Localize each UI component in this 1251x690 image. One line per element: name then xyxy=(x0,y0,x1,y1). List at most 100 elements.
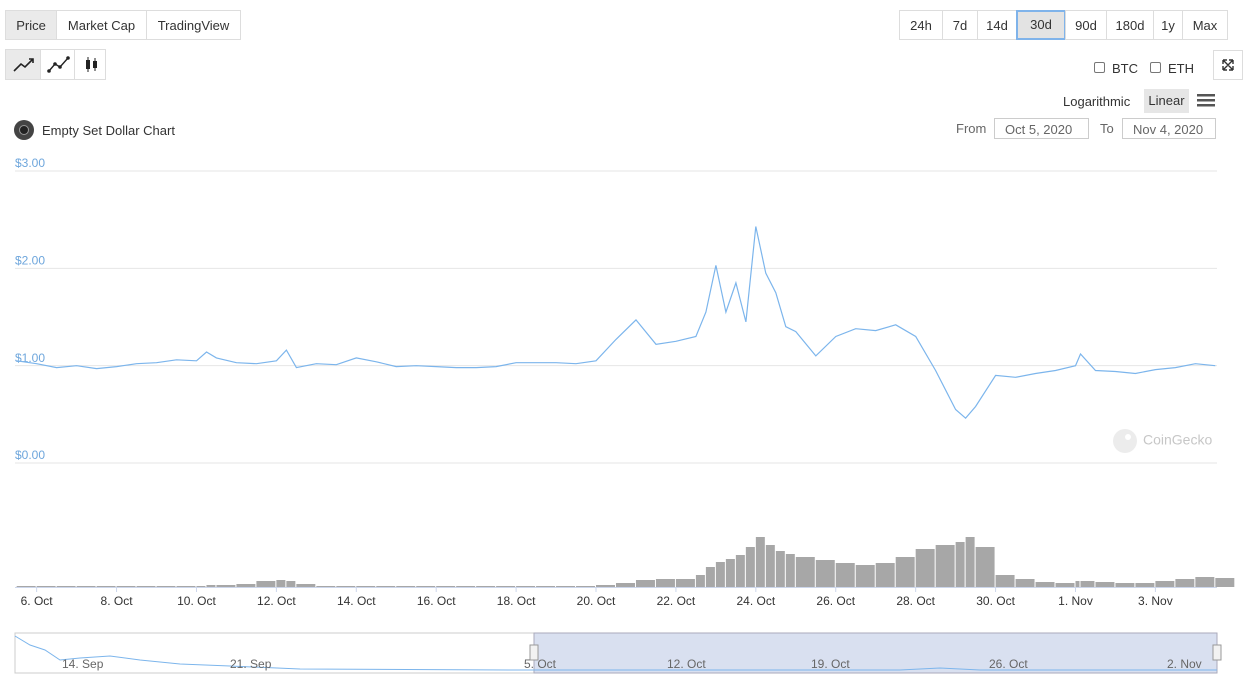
range-button[interactable]: 30d xyxy=(1016,10,1066,40)
volume-bar xyxy=(456,586,476,587)
coin-icon xyxy=(14,120,34,140)
icon xyxy=(1222,59,1234,71)
navigator-label: 26. Oct xyxy=(989,657,1028,671)
navigator-selection[interactable] xyxy=(533,632,1218,674)
volume-bar xyxy=(206,585,216,587)
volume-bar xyxy=(675,579,695,587)
x-tick-label: 26. Oct xyxy=(816,594,855,608)
volume-bar xyxy=(196,586,206,587)
y-tick-label: $0.00 xyxy=(15,448,45,462)
volume-bar xyxy=(895,557,915,587)
to-input[interactable]: Nov 4, 2020 xyxy=(1122,118,1216,139)
range-button[interactable]: 7d xyxy=(942,10,978,40)
volume-bar xyxy=(795,557,815,587)
marker-type-button[interactable] xyxy=(40,50,75,79)
volume-bar xyxy=(1155,581,1175,587)
icon xyxy=(86,57,97,72)
from-input[interactable]: Oct 5, 2020 xyxy=(994,118,1089,139)
range-button[interactable]: 90d xyxy=(1065,10,1107,40)
navigator-label: 2. Nov xyxy=(1167,657,1202,671)
volume-bar xyxy=(436,586,456,587)
x-tick-label: 30. Oct xyxy=(976,594,1015,608)
volume-bar xyxy=(1135,583,1155,587)
volume-bar xyxy=(616,583,635,587)
volume-bar xyxy=(596,585,615,587)
volume-bar xyxy=(1035,582,1055,587)
candle-type-button[interactable] xyxy=(74,50,107,79)
volume-bar xyxy=(1115,583,1135,587)
volume-bar xyxy=(1075,581,1080,587)
volume-bar xyxy=(635,580,655,587)
price-line xyxy=(16,226,1216,420)
navigator-label: 5. Oct xyxy=(524,657,557,671)
volume-bar xyxy=(516,586,536,587)
volume-bar xyxy=(96,586,116,587)
volume-bar xyxy=(536,586,556,587)
x-tick-label: 20. Oct xyxy=(577,594,616,608)
fullscreen-button[interactable] xyxy=(1213,50,1243,80)
volume-bar xyxy=(56,586,76,587)
checkbox-label: ETH xyxy=(1168,61,1194,76)
volume-bar xyxy=(236,584,256,587)
navigator-handle[interactable] xyxy=(1212,644,1222,661)
volume-bar xyxy=(995,575,1015,587)
volume-bar xyxy=(156,586,176,587)
x-tick-label: 6. Oct xyxy=(21,594,54,608)
scale-option[interactable]: Logarithmic xyxy=(1063,94,1131,109)
volume-bar xyxy=(705,567,715,587)
volume-bar xyxy=(935,545,955,587)
x-tick-label: 22. Oct xyxy=(657,594,696,608)
line-type-button[interactable] xyxy=(6,50,40,79)
tab[interactable]: Price xyxy=(5,10,57,40)
navigator-label: 21. Sep xyxy=(230,657,272,671)
tab[interactable]: TradingView xyxy=(146,10,241,40)
volume-bar xyxy=(316,586,336,587)
volume-bar xyxy=(76,586,96,587)
volume-bar xyxy=(556,586,576,587)
y-tick-label: $2.00 xyxy=(15,254,45,268)
range-button[interactable]: 180d xyxy=(1106,10,1154,40)
scale-option[interactable]: Linear xyxy=(1144,89,1189,113)
volume-bar xyxy=(286,581,296,587)
volume-bar xyxy=(725,559,735,587)
x-tick-label: 8. Oct xyxy=(101,594,134,608)
tab[interactable]: Market Cap xyxy=(56,10,147,40)
volume-bar xyxy=(695,575,705,587)
coin-icon-inner xyxy=(19,125,29,135)
volume-bar xyxy=(576,586,596,587)
range-button[interactable]: 1y xyxy=(1153,10,1183,40)
volume-bar xyxy=(775,551,785,587)
volume-bar xyxy=(1175,579,1195,587)
volume-bar xyxy=(296,584,316,587)
navigator-label: 12. Oct xyxy=(667,657,706,671)
chart-type-group xyxy=(5,49,106,80)
x-tick-label: 28. Oct xyxy=(896,594,935,608)
icon xyxy=(47,56,70,73)
checkbox[interactable] xyxy=(1150,62,1161,73)
x-tick-label: 14. Oct xyxy=(337,594,376,608)
volume-bar xyxy=(1095,582,1115,587)
volume-bar xyxy=(396,586,416,587)
volume-bar xyxy=(745,547,755,587)
menu-button[interactable] xyxy=(1197,93,1215,107)
volume-bar xyxy=(765,545,775,587)
volume-bar xyxy=(336,586,356,587)
range-button[interactable]: Max xyxy=(1182,10,1228,40)
volume-bar xyxy=(915,549,935,587)
navigator-handle[interactable] xyxy=(529,644,539,661)
volume-bar xyxy=(356,586,376,587)
volume-bar xyxy=(655,579,675,587)
volume-bar xyxy=(216,585,236,587)
x-tick-label: 3. Nov xyxy=(1138,594,1173,608)
checkbox[interactable] xyxy=(1094,62,1105,73)
watermark: CoinGecko xyxy=(1113,429,1212,453)
volume-bar xyxy=(1195,577,1215,587)
watermark-icon-eye xyxy=(1125,434,1131,440)
icon xyxy=(13,58,34,72)
navigator-label: 19. Oct xyxy=(811,657,850,671)
x-tick-label: 1. Nov xyxy=(1058,594,1093,608)
volume-bar xyxy=(855,565,875,587)
volume-bar xyxy=(276,580,286,587)
x-tick-label: 24. Oct xyxy=(737,594,776,608)
y-tick-label: $3.00 xyxy=(15,156,45,170)
